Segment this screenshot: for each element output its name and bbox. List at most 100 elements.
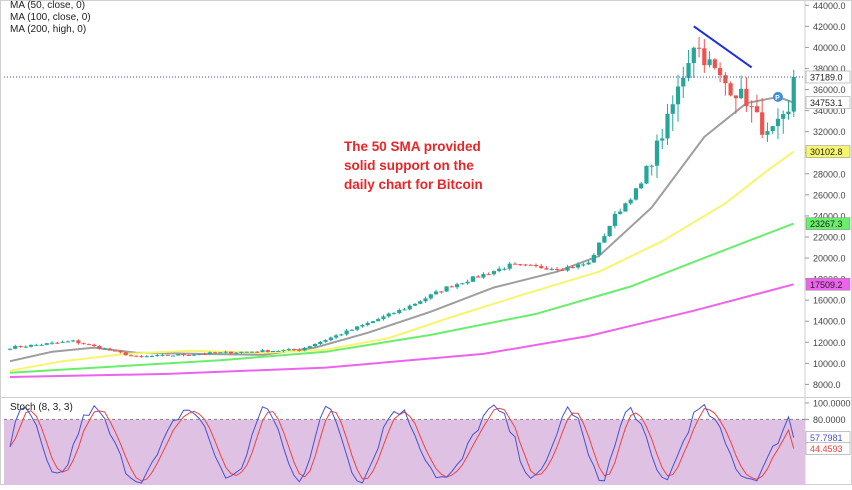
candle-body	[28, 344, 34, 347]
candle-body	[439, 291, 444, 293]
candle-body	[686, 63, 691, 78]
price-marker	[772, 91, 783, 102]
candle-body	[744, 88, 749, 107]
candle-body	[44, 343, 49, 345]
candle-body	[665, 113, 670, 139]
legend-ma50: MA (50, close, 0)	[10, 0, 86, 11]
trendline	[693, 25, 753, 69]
price-tick-label: 20000.0	[813, 254, 846, 264]
candle-body	[733, 95, 738, 99]
candle-body	[312, 343, 318, 347]
candle-body	[449, 286, 454, 288]
candle-body	[391, 313, 397, 315]
candle-body	[754, 106, 760, 113]
candle-body	[381, 316, 386, 320]
candle-body	[118, 350, 123, 353]
candle-body	[570, 267, 575, 269]
candle-body	[476, 276, 481, 278]
candle-body	[775, 118, 781, 127]
candle-body	[218, 352, 223, 354]
candle-body	[739, 88, 744, 99]
candle-body	[291, 349, 297, 351]
candle-body	[533, 265, 539, 267]
candle-body	[49, 342, 55, 344]
ma-line	[9, 222, 795, 374]
candle-body	[575, 264, 581, 268]
candle-body	[265, 350, 270, 352]
candle-body	[502, 268, 507, 270]
price-tick-label: 22000.0	[813, 232, 846, 242]
candle-body	[23, 346, 28, 348]
candle-body	[539, 265, 544, 269]
candle-body	[328, 337, 333, 341]
candle-body	[334, 335, 339, 338]
candle-body	[360, 325, 365, 327]
candle-body	[355, 326, 360, 330]
candle-body	[297, 349, 302, 351]
candle-body	[176, 354, 181, 356]
candle-body	[491, 271, 497, 275]
indicator-legend: MA (50, close, 0) MA (100, close, 0) MA …	[10, 0, 91, 36]
price-marker-label: P	[775, 95, 780, 102]
candle-body	[149, 356, 155, 358]
candle-body	[113, 350, 118, 352]
candle-body	[402, 309, 407, 311]
candle-body	[7, 348, 13, 350]
ma-line	[9, 150, 795, 372]
price-tick-label: 12000.0	[813, 338, 846, 348]
candles-group	[7, 36, 796, 358]
candle-body	[181, 354, 186, 356]
candle-body	[654, 140, 660, 166]
candle-body	[18, 346, 23, 348]
candle-body	[728, 83, 733, 96]
candle-body	[702, 48, 707, 66]
candle-body	[660, 138, 665, 141]
candle-body	[470, 276, 475, 282]
candle-body	[412, 303, 418, 306]
candle-body	[433, 291, 439, 295]
candle-body	[512, 263, 518, 265]
price-label-text: 23267.3	[810, 219, 843, 229]
candle-body	[186, 355, 191, 357]
candle-body	[565, 267, 570, 271]
price-tick-label: 38000.0	[813, 64, 846, 74]
candle-body	[597, 242, 602, 255]
candle-body	[712, 59, 717, 69]
chart-annotation: The 50 SMA provided solid support on the…	[344, 137, 514, 194]
stoch-value-box	[805, 442, 851, 455]
candle-body	[107, 348, 113, 351]
candle-body	[423, 298, 428, 302]
candle-body	[507, 263, 512, 269]
candle-body	[481, 274, 486, 278]
candle-body	[749, 106, 754, 108]
candle-body	[339, 334, 344, 336]
candle-body	[376, 319, 381, 322]
candle-body	[544, 268, 549, 270]
candle-body	[586, 262, 591, 265]
candle-body	[134, 355, 139, 357]
candle-body	[160, 354, 165, 356]
candle-body	[13, 346, 18, 349]
candle-body	[717, 68, 723, 76]
candle-body	[76, 340, 81, 344]
candle-body	[618, 211, 623, 214]
candle-body	[639, 183, 644, 189]
candle-body	[344, 330, 349, 335]
candle-body	[228, 351, 234, 354]
stoch-legend: Stoch (8, 3, 3)	[10, 402, 73, 413]
price-label-text: 34753.1	[810, 98, 843, 108]
candle-body	[675, 86, 681, 105]
candle-body	[523, 264, 528, 266]
candle-body	[623, 203, 628, 212]
price-tick-label: 42000.0	[813, 22, 846, 32]
candle-body	[633, 188, 639, 200]
candle-body	[549, 268, 554, 270]
candle-body	[318, 341, 323, 344]
candle-body	[191, 354, 197, 356]
candle-body	[460, 283, 465, 285]
candle-body	[244, 351, 249, 353]
candle-body	[770, 126, 775, 132]
